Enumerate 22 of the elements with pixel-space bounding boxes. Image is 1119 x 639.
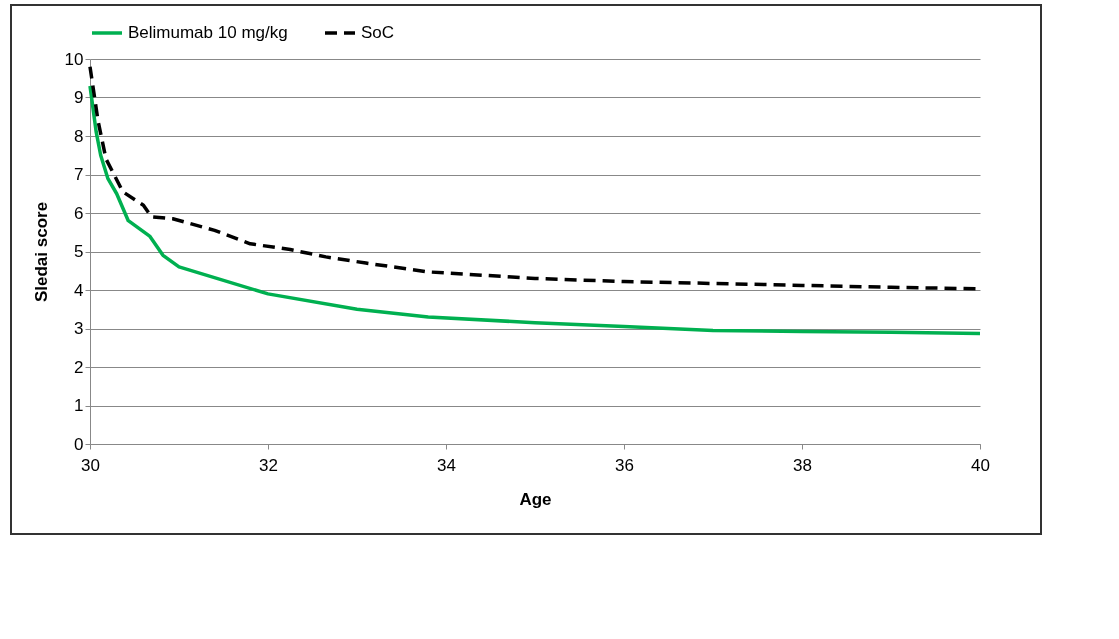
y-tick-label: 9 (74, 88, 84, 107)
y-tick-label: 8 (74, 126, 84, 146)
legend-label: SoC (361, 23, 395, 42)
y-tick-label: 0 (74, 434, 84, 454)
x-tick-label: 34 (437, 455, 456, 475)
y-tick-label: 4 (74, 280, 84, 300)
x-tick-label: 40 (971, 455, 990, 475)
y-tick-label: 6 (74, 203, 84, 223)
y-tick-label: 5 (74, 242, 84, 261)
x-tick-label: 38 (793, 455, 812, 475)
y-tick-label: 10 (64, 49, 84, 69)
y-tick-label: 7 (74, 165, 84, 184)
x-tick-label: 30 (81, 455, 100, 475)
line-series (88, 84, 982, 336)
x-tick-label: 36 (615, 455, 634, 475)
x-axis-title: Age (519, 489, 552, 509)
y-tick-label: 3 (74, 319, 84, 338)
legend-label: Belimumab 10 mg/kg (128, 23, 288, 42)
y-axis-title: Sledai score (31, 201, 51, 303)
y-tick-label: 1 (74, 396, 84, 415)
x-tick-label: 32 (259, 455, 278, 475)
y-tick-label: 2 (74, 357, 84, 377)
